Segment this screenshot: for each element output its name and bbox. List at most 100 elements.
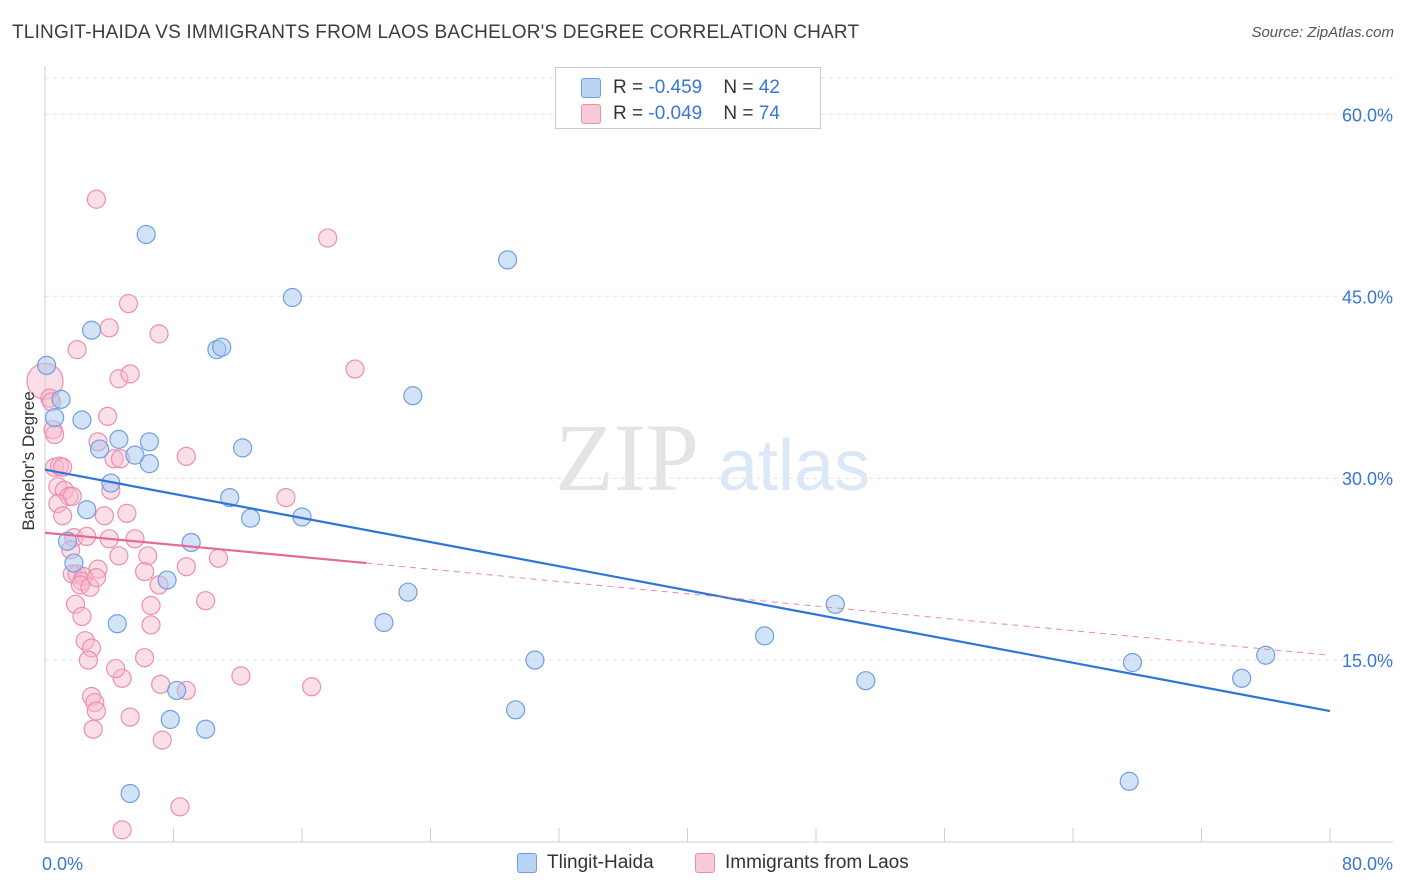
data-point-laos [81, 686, 102, 707]
data-point-laos [345, 359, 365, 379]
data-point-tlingit [241, 508, 261, 528]
data-point-laos [45, 424, 65, 445]
data-point-laos [276, 487, 296, 508]
data-point-laos [53, 506, 73, 526]
data-point-laos [170, 797, 190, 817]
data-point-tlingit [212, 337, 232, 357]
stats-legend: R = -0.459 N = 42 R = -0.049 N = 74 [555, 67, 821, 129]
legend-label: Immigrants from Laos [725, 852, 909, 873]
data-point-tlingit [157, 570, 177, 590]
data-point-laos [98, 406, 118, 426]
y-tick-label: 60.0% [1342, 105, 1393, 125]
data-point-laos [120, 364, 140, 384]
data-point-laos [231, 666, 251, 686]
data-point-tlingit [160, 709, 180, 730]
data-point-laos [86, 189, 107, 209]
data-point-laos [109, 369, 129, 389]
data-point-tlingit [374, 612, 394, 633]
laos-swatch [581, 104, 601, 124]
data-point-tlingit [1256, 645, 1276, 665]
data-point-tlingit [51, 389, 71, 409]
data-point-laos [138, 546, 158, 566]
data-point-tlingit [498, 250, 518, 270]
data-point-laos [112, 668, 132, 688]
y-tick-label: 30.0% [1342, 469, 1393, 489]
data-point-laos [109, 546, 129, 566]
data-point-tlingit [81, 320, 102, 340]
data-point-tlingit [57, 531, 78, 551]
watermark-zip: ZIP [555, 404, 699, 511]
source-label: Source: ZipAtlas.com [1251, 24, 1394, 41]
data-point-tlingit [109, 429, 129, 449]
data-point-laos [94, 506, 115, 526]
n-value: 42 [758, 77, 780, 98]
laos-points [26, 189, 365, 840]
r-value: -0.459 [648, 77, 703, 98]
data-point-tlingit [1119, 771, 1139, 791]
data-point-laos [151, 674, 171, 694]
grid-lines [45, 77, 1393, 661]
data-point-laos [117, 503, 137, 523]
data-point-tlingit [825, 594, 845, 614]
tlingit-swatch [581, 78, 601, 98]
data-point-tlingit [754, 626, 775, 646]
watermark-atlas: atlas [718, 426, 870, 506]
data-point-laos [48, 494, 68, 514]
data-point-laos [86, 701, 107, 721]
data-point-tlingit [398, 582, 418, 602]
n-value: 74 [758, 103, 780, 124]
watermark: ZIP atlas [555, 404, 870, 511]
data-point-tlingit [37, 355, 57, 376]
data-point-laos [149, 324, 169, 344]
data-point-laos [302, 677, 322, 697]
n-label: N = [723, 77, 759, 98]
y-tick-label: 45.0% [1342, 287, 1393, 307]
data-point-tlingit [136, 224, 156, 245]
data-point-tlingit [232, 438, 253, 458]
data-point-laos [106, 658, 126, 679]
data-point-tlingit [525, 650, 545, 670]
data-point-laos [141, 595, 161, 616]
data-point-laos [152, 730, 172, 750]
tlingit-points [37, 224, 1276, 804]
tick-labels: 15.0% 30.0% 45.0% 60.0% 0.0% 80.0% [42, 105, 1393, 874]
axes [44, 66, 1393, 843]
data-point-tlingit [45, 407, 65, 428]
data-point-tlingit [1122, 652, 1143, 673]
data-point-tlingit [196, 719, 216, 739]
data-point-laos [208, 548, 229, 568]
r-label: R = [613, 103, 649, 124]
data-point-tlingit [77, 500, 97, 520]
data-point-tlingit [120, 783, 140, 804]
legend-item-tlingit: Tlingit-Haida [517, 852, 654, 874]
legend-item-laos: Immigrants from Laos [695, 852, 909, 874]
data-point-laos [72, 606, 92, 627]
data-point-laos [134, 648, 155, 668]
data-point-tlingit [220, 487, 240, 508]
r-value: -0.049 [648, 103, 703, 124]
data-point-tlingit [64, 553, 84, 573]
data-point-laos [86, 568, 107, 588]
data-point-laos [83, 719, 103, 739]
data-point-tlingit [403, 386, 423, 406]
data-point-laos [112, 820, 132, 840]
data-point-tlingit [72, 410, 92, 430]
data-point-laos [75, 631, 95, 651]
n-label: N = [723, 103, 759, 124]
data-point-laos [318, 228, 338, 248]
data-point-laos [104, 449, 124, 469]
data-point-laos [196, 591, 216, 611]
data-point-tlingit [1232, 668, 1252, 688]
data-point-tlingit [125, 445, 145, 465]
tlingit-legend-swatch [517, 853, 537, 873]
data-point-tlingit [139, 432, 160, 452]
legend-label: Tlingit-Haida [547, 852, 654, 873]
y-axis-label: Bachelor's Degree [19, 391, 38, 530]
data-point-laos [176, 446, 196, 466]
data-point-laos [80, 577, 100, 597]
data-point-laos [78, 650, 98, 670]
r-label: R = [613, 77, 649, 98]
trend-line-laos-extension [366, 562, 1331, 656]
trend-line-laos [44, 531, 367, 565]
x-tick-label: 80.0% [1342, 854, 1393, 874]
